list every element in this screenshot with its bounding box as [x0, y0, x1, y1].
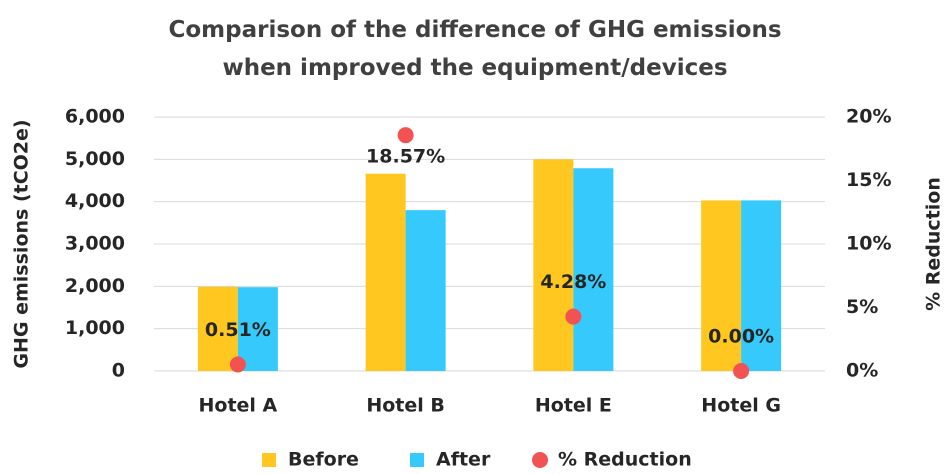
y-tick-label: 3,000: [65, 233, 125, 255]
reduction-dot: [565, 308, 582, 325]
data-label: 0.00%: [708, 326, 774, 348]
y-tick-label: 4,000: [65, 190, 125, 212]
x-tick-label: Hotel G: [701, 395, 781, 417]
y2-axis-label: % Reduction: [923, 177, 945, 311]
x-tick-label: Hotel E: [535, 395, 612, 417]
y2-tick-label: 15%: [846, 169, 891, 191]
y2-tick-label: 10%: [846, 233, 891, 255]
legend-marker: [262, 453, 276, 467]
x-tick-label: Hotel A: [198, 395, 277, 417]
reduction-dot: [733, 363, 750, 379]
data-label: 0.51%: [205, 319, 271, 341]
x-tick-label: Hotel B: [366, 395, 445, 417]
bar: [405, 210, 446, 371]
title-line: when improved the equipment/devices: [222, 55, 727, 81]
title-line: Comparison of the difference of GHG emis…: [168, 17, 781, 43]
bar: [741, 200, 782, 371]
reduction-dot: [397, 127, 414, 144]
y-tick-label: 5,000: [65, 148, 125, 170]
reduction-dot: [229, 356, 246, 373]
legend-marker: [532, 452, 548, 468]
legend-label: Before: [288, 449, 359, 471]
y-axis-label: GHG emissions (tCO2e): [11, 119, 33, 368]
y-tick-label: 1,000: [65, 317, 125, 339]
chart-title: when improved the equipment/devices: [222, 55, 727, 81]
y2-tick-label: 20%: [846, 106, 891, 128]
y2-tick-label: 0%: [846, 360, 878, 382]
y-tick-label: 2,000: [65, 275, 125, 297]
y2-tick-label: 5%: [846, 296, 878, 318]
y-tick-label: 6,000: [65, 106, 125, 128]
bar: [197, 286, 238, 371]
bar: [701, 200, 742, 371]
bar: [365, 173, 406, 371]
legend-marker: [410, 453, 424, 467]
legend-label: After: [436, 449, 491, 471]
bar: [237, 287, 278, 371]
legend-label: % Reduction: [558, 449, 692, 471]
bar: [533, 159, 574, 371]
bar: [573, 168, 614, 371]
chart-title: Comparison of the difference of GHG emis…: [168, 17, 781, 43]
y-tick-label: 0: [112, 360, 125, 382]
data-label: 18.57%: [366, 146, 445, 168]
data-label: 4.28%: [540, 271, 606, 293]
